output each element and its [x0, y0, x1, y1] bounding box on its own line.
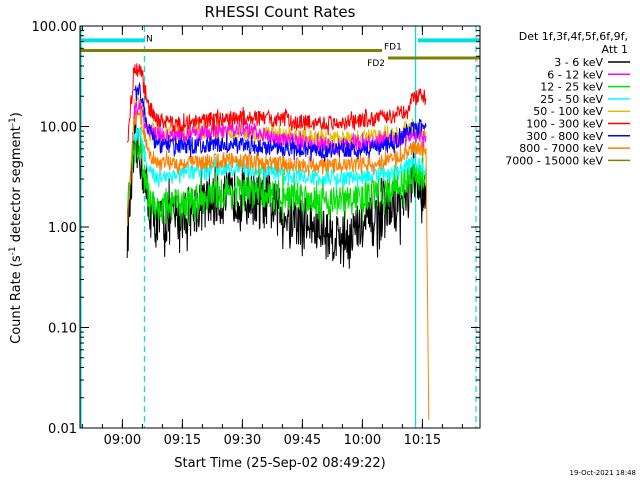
y-tick-label: 0.01 — [48, 422, 77, 437]
x-tick-label: 10:15 — [404, 433, 441, 448]
series-line-100-300keV — [126, 63, 427, 143]
legend-entry-label: 7000 - 15000 keV — [505, 154, 603, 167]
legend-entry-label: 800 - 7000 keV — [519, 142, 603, 155]
legend-attenuator-state: Att 1 — [602, 43, 628, 56]
legend-entry-label: 25 - 50 keV — [540, 93, 603, 106]
y-tick-label: 1.00 — [48, 221, 77, 236]
y-tick-label: 0.10 — [48, 322, 77, 337]
series-line-800-7000keV — [126, 104, 430, 421]
x-tick-label: 09:00 — [104, 433, 141, 448]
legend-entry-label: 12 - 25 keV — [540, 81, 603, 94]
generation-timestamp: 19-Oct-2021 18:48 — [570, 469, 636, 477]
legend-header: Det 1f,3f,4f,5f,6f,9f, — [519, 30, 628, 43]
x-tick-label: 09:15 — [164, 433, 201, 448]
plot-area: N FD1 FD2 — [80, 26, 480, 428]
series-line-300-800keV — [133, 81, 427, 162]
y-tick-label: 10.00 — [40, 121, 77, 136]
night-bar-label: N — [146, 34, 153, 44]
series-line-12-25keV — [126, 127, 427, 227]
chart-title: RHESSI Count Rates — [205, 3, 356, 21]
x-tick-label: 09:45 — [284, 433, 321, 448]
axes: 100.00 10.00 1.00 0.10 0.01 09:00 09:15 09:30 09… — [32, 20, 481, 448]
legend-entry-label: 50 - 100 keV — [533, 105, 603, 118]
series-line-25-50keV — [133, 127, 427, 191]
x-tick-label: 09:30 — [224, 433, 261, 448]
x-tick-label: 10:00 — [344, 433, 381, 448]
legend-entry-label: 3 - 6 keV — [554, 56, 603, 69]
attenuator-label-fd2: FD2 — [367, 59, 385, 69]
legend-entry-label: 300 - 800 keV — [526, 130, 603, 143]
legend-entry-label: 100 - 300 keV — [526, 118, 603, 131]
x-axis-label: Start Time (25-Sep-02 08:49:22) — [174, 456, 385, 471]
legend-entry-label: 6 - 12 keV — [547, 68, 603, 81]
y-tick-label: 100.00 — [32, 20, 78, 35]
y-axis-label: Count Rate (s-1 detector segment-1) — [8, 112, 24, 344]
attenuator-label-fd1: FD1 — [384, 43, 402, 53]
